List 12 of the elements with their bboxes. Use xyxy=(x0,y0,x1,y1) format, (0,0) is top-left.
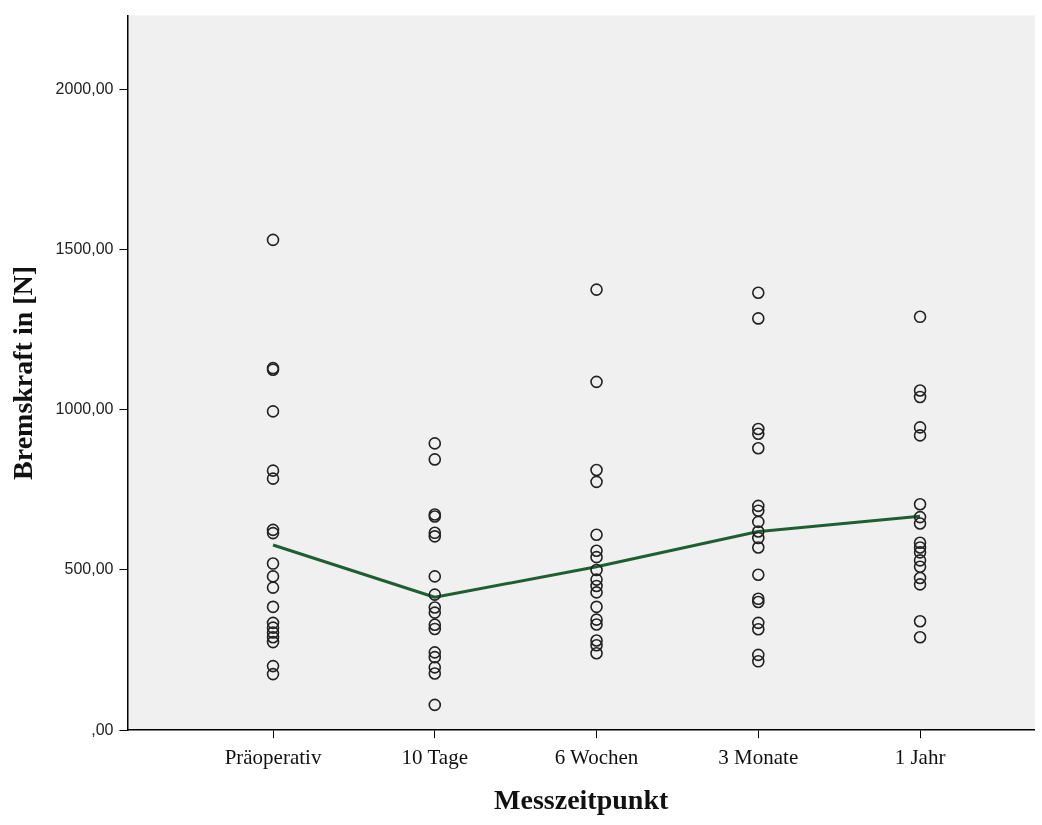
x-tick-label: 3 Monate xyxy=(718,745,799,770)
y-axis-title: Bremskraft in [N] xyxy=(7,265,39,480)
x-tick-label: Präoperativ xyxy=(224,745,322,770)
y-tick-label: 500,00 xyxy=(64,560,114,578)
x-tick-label: 1 Jahr xyxy=(894,745,946,770)
y-tick-label: 1000,00 xyxy=(55,400,114,418)
x-tick-label: 6 Wochen xyxy=(554,745,639,770)
x-axis-title: Messzeitpunkt xyxy=(494,784,669,816)
y-tick-label: ,00 xyxy=(91,720,114,738)
y-tick-label: 1500,00 xyxy=(55,239,114,257)
y-tick-label: 2000,00 xyxy=(55,79,114,97)
x-tick-label: 10 Tage xyxy=(401,745,468,770)
